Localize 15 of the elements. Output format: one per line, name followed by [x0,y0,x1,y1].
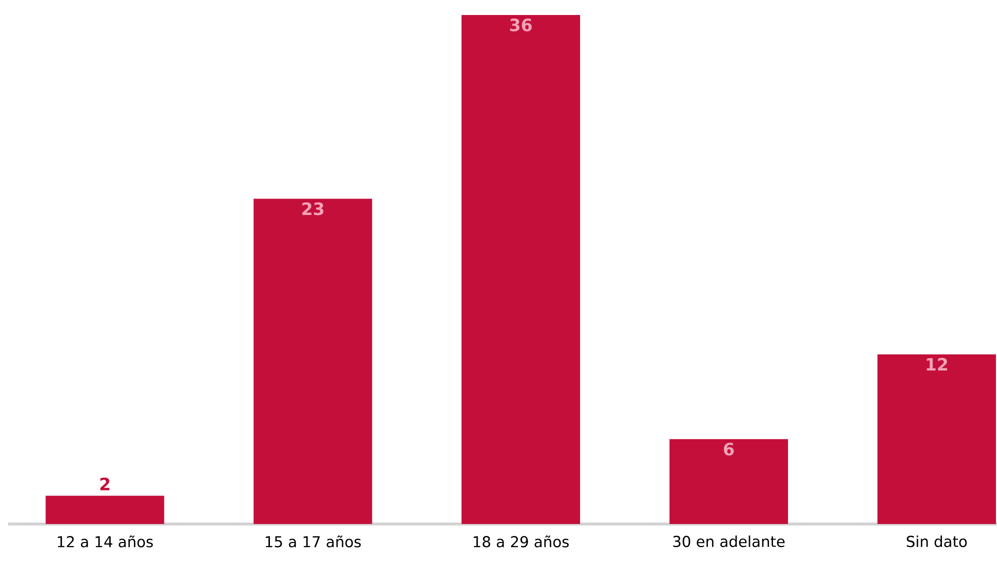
bar [46,496,164,524]
bar [254,198,372,524]
data-label: 23 [302,202,324,216]
bar [877,354,996,524]
x-tick-label: Sin dato [906,536,967,548]
data-label: 2 [100,478,110,490]
data-label: 6 [724,442,734,456]
bar [669,439,788,524]
data-label: 12 [926,358,948,370]
x-tick-label: 18 a 29 años [474,536,569,548]
x-tick-label: 12 a 14 años [58,536,153,548]
bar [462,15,580,524]
data-label: 36 [510,18,532,32]
x-tick-label: 30 en adelante [673,536,785,548]
x-tick-label: 15 a 17 años [266,536,361,548]
